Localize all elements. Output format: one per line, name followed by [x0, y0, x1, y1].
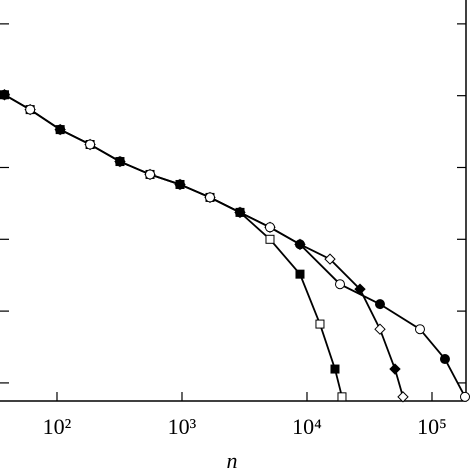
- marker: [374, 299, 385, 310]
- marker: [330, 364, 340, 374]
- marker: [204, 192, 215, 203]
- marker: [234, 207, 245, 218]
- marker: [264, 222, 275, 233]
- marker: [265, 234, 275, 244]
- marker: [175, 179, 186, 190]
- plot-frame: [0, 0, 467, 402]
- x-axis-label: n: [227, 448, 238, 473]
- series-line: [4, 93, 466, 398]
- marker: [295, 269, 305, 279]
- marker: [335, 279, 346, 290]
- marker: [374, 323, 386, 335]
- x-tick-label: 10³: [168, 414, 197, 439]
- x-tick-label: 10⁵: [417, 414, 447, 439]
- marker: [414, 324, 425, 335]
- marker: [397, 391, 409, 403]
- marker: [25, 104, 36, 115]
- marker: [460, 391, 471, 402]
- x-tick-label: 10⁴: [292, 414, 322, 439]
- marker: [389, 363, 401, 375]
- marker: [324, 253, 336, 265]
- marker: [337, 392, 347, 402]
- marker: [0, 89, 10, 100]
- x-tick-label: 10²: [43, 414, 72, 439]
- marker: [439, 354, 450, 365]
- marker: [145, 169, 156, 180]
- marker: [315, 319, 325, 329]
- series-line: [4, 93, 404, 398]
- marker: [294, 239, 305, 250]
- marker: [85, 139, 96, 150]
- marker: [55, 124, 66, 135]
- series-line: [4, 93, 343, 398]
- marker: [114, 156, 125, 167]
